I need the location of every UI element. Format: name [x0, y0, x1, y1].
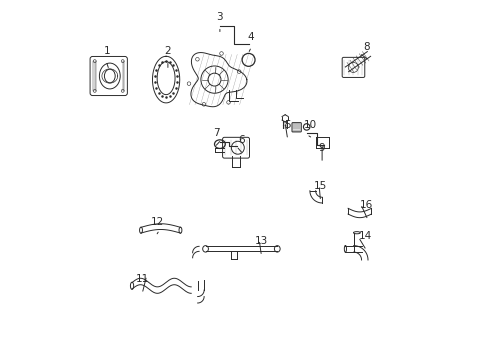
Text: 4: 4: [247, 32, 254, 42]
Text: 15: 15: [314, 181, 327, 192]
Text: 7: 7: [213, 128, 220, 138]
Text: 16: 16: [360, 201, 373, 211]
Text: 14: 14: [359, 231, 372, 241]
FancyBboxPatch shape: [292, 123, 301, 132]
Text: 2: 2: [165, 46, 171, 56]
Text: 9: 9: [319, 143, 325, 153]
Text: 6: 6: [238, 135, 245, 145]
Text: 13: 13: [254, 237, 268, 246]
Text: 10: 10: [304, 120, 317, 130]
Text: 3: 3: [217, 12, 223, 22]
Text: 11: 11: [136, 274, 149, 284]
Text: 1: 1: [103, 46, 110, 56]
Text: 12: 12: [150, 217, 164, 226]
Text: 8: 8: [364, 42, 370, 51]
Text: 5: 5: [284, 120, 291, 130]
